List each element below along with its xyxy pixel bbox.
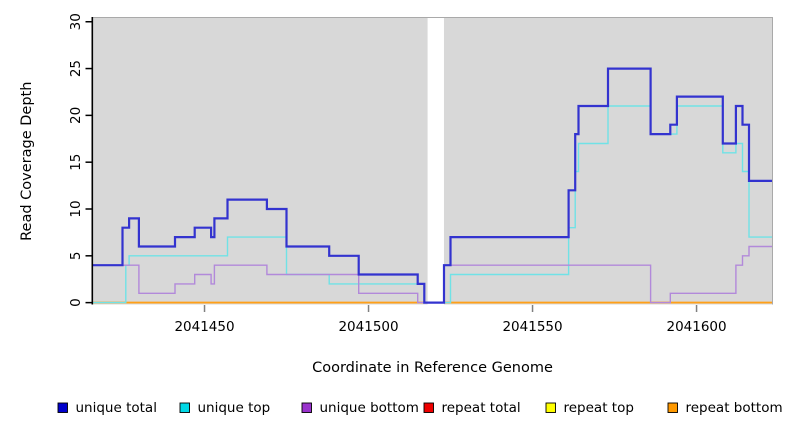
series-line-unique-total	[93, 67, 772, 304]
x-tick-label: 2041600	[666, 319, 726, 335]
x-tick-label: 2041550	[502, 319, 562, 335]
y-tick-label: 20	[68, 107, 84, 124]
legend-swatch-unique-bottom	[301, 402, 312, 413]
legend-label-repeat-bottom: repeat bottom	[686, 400, 783, 416]
y-tick-label: 15	[68, 154, 84, 171]
y-tick-label: 30	[68, 13, 84, 30]
coverage-gap	[427, 18, 444, 305]
legend-label-unique-total: unique total	[76, 400, 157, 416]
x-tick-label: 2041450	[174, 319, 234, 335]
legend-swatch-repeat-top	[545, 402, 556, 413]
legend-label-unique-bottom: unique bottom	[320, 400, 419, 416]
series-line-unique-bottom	[93, 245, 772, 304]
legend-label-repeat-top: repeat top	[564, 400, 634, 416]
legend-label-repeat-total: repeat total	[442, 400, 521, 416]
legend-label-unique-top: unique top	[198, 400, 271, 416]
y-tick-label: 25	[68, 60, 84, 77]
y-tick-label: 5	[68, 252, 84, 261]
y-tick-label: 0	[68, 298, 84, 307]
x-axis-title: Coordinate in Reference Genome	[312, 360, 553, 376]
legend-swatch-repeat-total	[423, 402, 434, 413]
y-tick-label: 10	[68, 200, 84, 217]
legend-swatch-unique-top	[179, 402, 190, 413]
x-tick-label: 2041500	[338, 319, 398, 335]
legend-swatch-unique-total	[57, 402, 68, 413]
legend-swatch-repeat-bottom	[667, 402, 678, 413]
series-line-unique-top	[93, 105, 772, 304]
panel-border	[93, 17, 773, 305]
y-axis-title: Read Coverage Depth	[19, 82, 35, 241]
